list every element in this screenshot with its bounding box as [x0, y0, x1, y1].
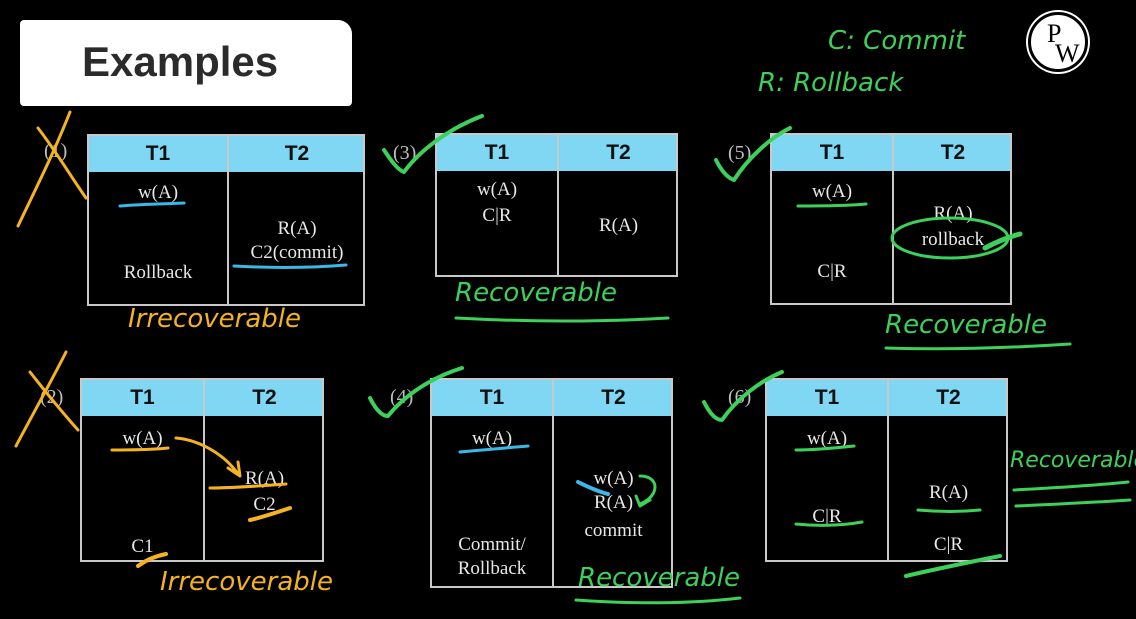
schedule-table-2: T1 T2 w(A) C1 R(A) C2 — [80, 378, 324, 562]
t1-op: w(A) — [471, 428, 513, 449]
verdict-label: Irrecoverable — [128, 304, 301, 334]
example-number: (4) — [390, 386, 414, 408]
check-mark — [368, 366, 464, 418]
check-mark — [382, 114, 484, 174]
t2-op: R(A) — [277, 218, 317, 239]
verdict-label: Recoverable — [885, 310, 1047, 340]
underline-mark — [1012, 480, 1130, 492]
t1-op: Commit/ — [458, 534, 526, 555]
underline-mark — [884, 342, 1072, 351]
cross-mark — [16, 110, 72, 228]
t2-op: C2 — [253, 494, 276, 515]
column-header-t2: T2 — [940, 141, 966, 164]
table-header — [432, 380, 671, 416]
underline-mark — [232, 263, 348, 269]
t1-op: w(A) — [137, 182, 179, 203]
t2-op: R(A) — [928, 482, 969, 503]
t1-op: C1 — [131, 536, 154, 557]
underline-mark — [904, 554, 1002, 578]
underline-mark — [248, 506, 292, 522]
schedule-table-3: T1 T2 w(A) C|R R(A) — [435, 133, 678, 277]
underline-mark — [136, 552, 168, 568]
column-header-t2: T2 — [606, 141, 631, 164]
column-header-t1: T1 — [819, 141, 845, 164]
underline-mark — [574, 596, 742, 605]
t2-op: R(A) — [593, 492, 634, 513]
underline-mark — [458, 444, 530, 454]
underline-mark — [1014, 498, 1132, 508]
underline-mark — [796, 202, 868, 208]
table-header — [437, 135, 676, 171]
t1-op: w(A) — [476, 179, 518, 200]
circle-mark — [890, 216, 1010, 260]
column-divider — [552, 380, 554, 586]
t1-op: w(A) — [122, 428, 163, 449]
underline-mark — [576, 480, 610, 496]
column-header-t2: T2 — [284, 142, 310, 165]
column-header-t1: T1 — [145, 142, 171, 165]
column-header-t1: T1 — [479, 386, 505, 409]
loop-arrow-mark — [634, 474, 657, 508]
column-header-t2: T2 — [252, 386, 277, 409]
column-header-t1: T1 — [814, 386, 840, 409]
column-divider — [227, 136, 229, 304]
schedule-table-1: T1 T2 w(A) Rollback R(A) C2(commit) — [87, 134, 365, 306]
underline-mark — [118, 201, 186, 208]
legend-rollback: R: Rollback — [758, 68, 904, 98]
t2-op: rollback — [921, 229, 985, 250]
t1-op: Rollback — [457, 558, 527, 579]
underline-mark — [794, 520, 864, 527]
verdict-label: Recoverable — [1010, 448, 1136, 473]
verdict-label: Irrecoverable — [160, 567, 333, 597]
column-header-t2: T2 — [936, 386, 961, 409]
schedule-table-6: T1 T2 w(A) C|R R(A) C|R — [765, 378, 1008, 562]
table-header — [89, 136, 363, 172]
underline-mark — [916, 508, 982, 513]
scribble-mark — [982, 231, 1023, 251]
title-banner: Examples — [20, 20, 352, 106]
example-number: (3) — [393, 142, 417, 164]
legend-commit: C: Commit — [828, 26, 966, 56]
cross-mark — [36, 126, 88, 200]
column-divider — [892, 135, 894, 303]
column-header-t1: T1 — [484, 141, 510, 164]
t1-op: w(A) — [811, 181, 853, 202]
t2-op: C|R — [933, 534, 964, 555]
table-header — [82, 380, 322, 416]
t1-op: C|R — [812, 506, 842, 527]
example-number: (5) — [728, 142, 752, 164]
cross-mark — [14, 350, 68, 448]
logo-letter-p: P — [1047, 19, 1062, 48]
underline-mark — [454, 316, 670, 323]
check-mark — [714, 126, 792, 182]
t1-op: C|R — [817, 261, 847, 282]
column-divider — [557, 135, 559, 275]
t1-op: w(A) — [806, 428, 848, 449]
schedule-table-4: T1 T2 w(A) Commit/ Rollback w(A) R(A) co… — [430, 378, 673, 588]
cross-mark — [28, 370, 80, 432]
underline-mark — [110, 446, 170, 452]
table-header — [767, 380, 1006, 416]
t1-op: C|R — [482, 205, 512, 226]
column-header-t1: T1 — [130, 386, 155, 409]
column-divider — [887, 380, 889, 560]
t2-op: commit — [584, 520, 643, 541]
t2-op: R(A) — [598, 215, 639, 236]
column-divider — [203, 380, 205, 560]
t2-op: C2(commit) — [250, 242, 344, 263]
t1-op: Rollback — [123, 262, 193, 283]
pw-logo: P W — [1028, 12, 1088, 72]
underline-mark — [794, 444, 856, 452]
page-title: Examples — [82, 38, 279, 85]
column-header-t2: T2 — [601, 386, 626, 409]
verdict-label: Recoverable — [578, 563, 740, 593]
t2-op: w(A) — [593, 468, 634, 489]
underline-mark — [208, 482, 288, 490]
arrow-mark — [174, 436, 242, 478]
verdict-label: Recoverable — [455, 278, 617, 308]
logo-letter-w: W — [1055, 39, 1080, 68]
check-mark — [702, 370, 784, 422]
table-header — [772, 135, 1010, 171]
